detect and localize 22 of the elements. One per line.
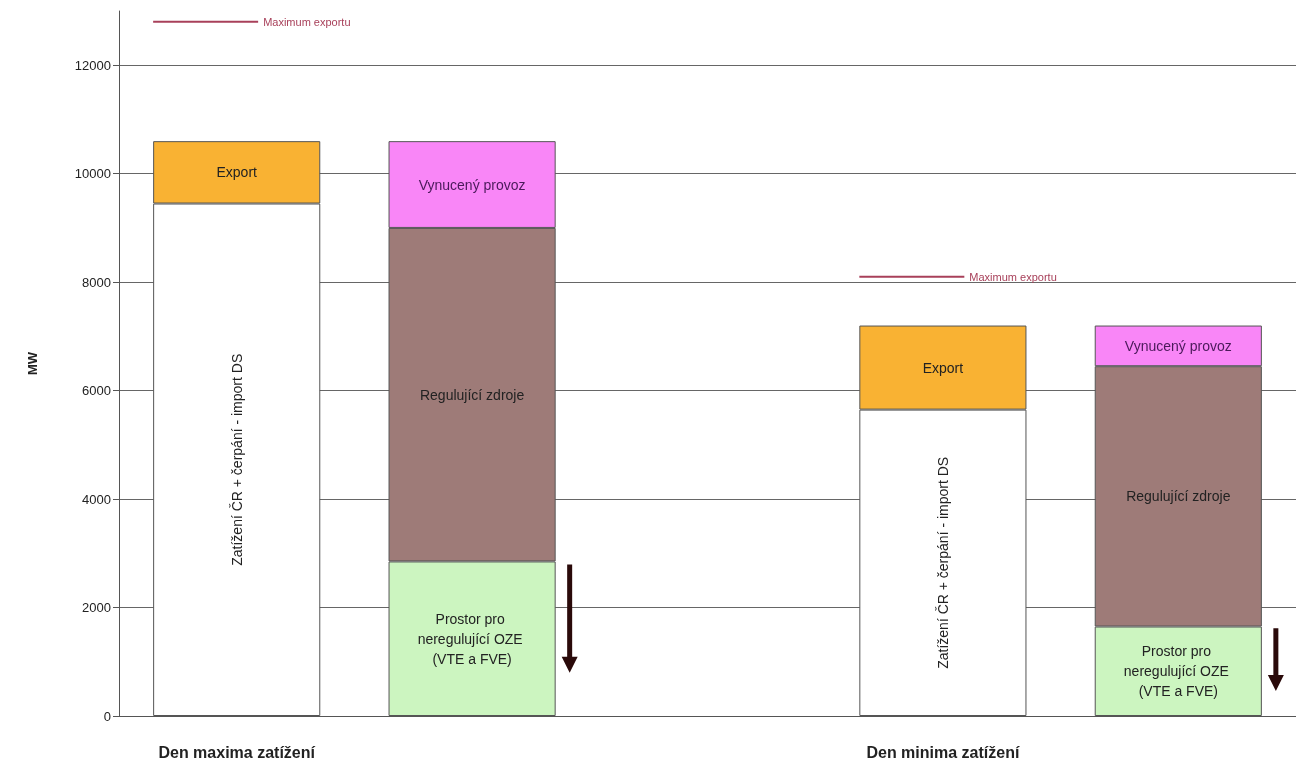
- series-label: Prostor pro neregulující OZE (VTE a FVE): [1123, 643, 1233, 700]
- y-tick-label: 12000: [74, 57, 111, 73]
- ref-line-label: Maximum exportu: [969, 270, 1057, 283]
- series-label: Export: [216, 164, 258, 181]
- text: Regulující zdroje: [419, 386, 525, 403]
- ref-line-label: Maximum exportu: [263, 15, 351, 28]
- text: Prostor pro neregulující OZE (VTE a FVE): [417, 610, 523, 667]
- series-label: Vynucený provoz: [1124, 337, 1232, 354]
- y-tick-label: 2000: [82, 600, 111, 616]
- y-tick-label: 10000: [74, 166, 111, 182]
- y-tick-label: 8000: [82, 274, 111, 290]
- series-label: Regulující zdroje: [1126, 488, 1231, 505]
- y-tick-label: 6000: [82, 383, 111, 399]
- y-tick-label: 0: [103, 708, 111, 724]
- text: Export: [922, 359, 964, 376]
- y-axis-title: MW: [25, 351, 40, 376]
- text: Den minima zatížení: [866, 743, 1020, 761]
- text: Zatížení ČR + čerpání - import DS: [228, 353, 245, 566]
- text: Vynucený provoz: [418, 176, 526, 193]
- text: Den maxima zatížení: [158, 743, 316, 761]
- series-label: Zatížení ČR + čerpání - import DS: [934, 456, 951, 669]
- y-tick-label: 4000: [82, 491, 111, 507]
